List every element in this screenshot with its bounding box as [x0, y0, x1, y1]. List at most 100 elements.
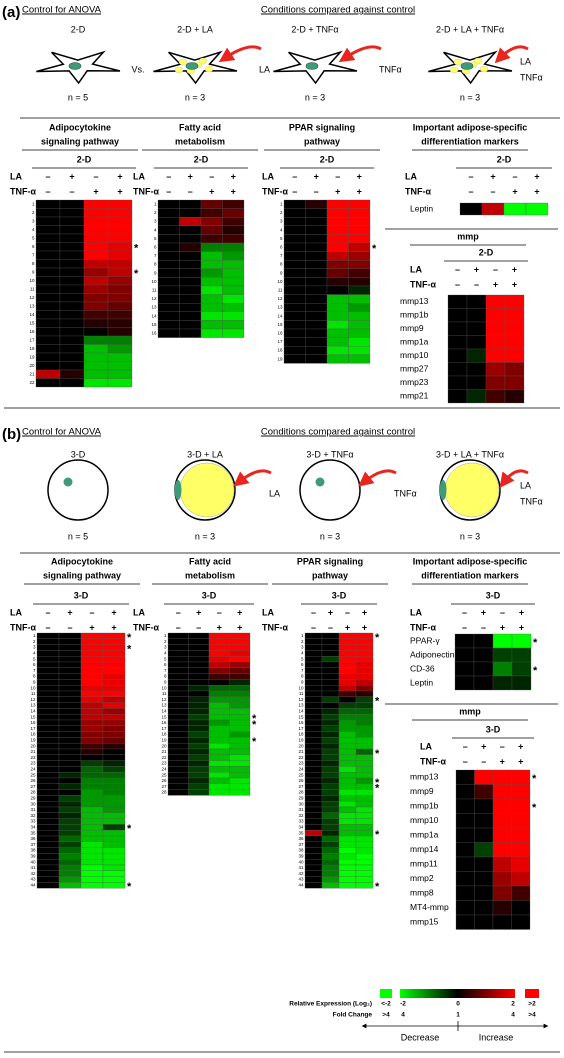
heatmap-cell — [321, 702, 340, 709]
heatmap-cell — [188, 731, 210, 738]
heatmap-cell — [222, 234, 245, 244]
heatmap-cell — [200, 251, 223, 261]
heatmap-cell — [355, 818, 374, 825]
row-name: mmp13 — [410, 772, 439, 782]
heatmap-cell — [102, 876, 126, 883]
heatmap-cell — [179, 199, 202, 209]
heatmap-cell — [222, 320, 245, 330]
heatmap-cell — [80, 760, 104, 767]
heatmap-cell — [348, 354, 371, 364]
row-number: 16 — [30, 720, 36, 725]
heatmap-cell — [511, 769, 531, 785]
significance-star: * — [127, 643, 132, 655]
row-number: 4 — [154, 227, 157, 232]
row-number: 3 — [280, 219, 283, 224]
heatmap-cell — [222, 277, 245, 287]
row-number: 19 — [298, 737, 304, 742]
heatmap-cell — [36, 841, 60, 848]
row-number: 3 — [154, 219, 157, 224]
row-number: 27 — [161, 784, 167, 789]
treatment-arrow — [338, 45, 382, 63]
heatmap-cell — [355, 719, 374, 726]
heatmap-cell — [59, 208, 85, 218]
heatmap-cell — [83, 301, 109, 311]
heatmap-cell — [338, 661, 357, 668]
heatmap-cell — [36, 731, 60, 738]
heatmap-cell — [447, 294, 468, 309]
heatmap-cell — [102, 638, 126, 645]
row-number: 10 — [298, 685, 304, 690]
heatmap-cell — [348, 242, 371, 252]
heatmap-cell — [348, 328, 371, 338]
row-number: 17 — [161, 726, 167, 731]
heatmap-cell — [80, 864, 104, 871]
heatmap-cell — [474, 769, 494, 785]
heatmap-cell — [167, 661, 189, 668]
heatmap-cell — [504, 389, 525, 404]
heatmap-cell — [355, 731, 374, 738]
la-sign: + — [231, 171, 236, 181]
la-sign: + — [111, 607, 116, 617]
tnf-sign: + — [89, 622, 94, 632]
heatmap-cell — [58, 870, 82, 877]
heatmap-cell — [80, 719, 104, 726]
row-name: mmp13 — [400, 296, 429, 306]
row-number: 26 — [161, 778, 167, 783]
row-number: 7 — [33, 668, 36, 673]
heatmap-cell — [321, 777, 340, 784]
heatmap-cell — [167, 748, 189, 755]
heatmap-cell — [80, 690, 104, 697]
la-sign: – — [217, 607, 222, 617]
heatmap-cell — [167, 719, 189, 726]
row-name: mmp2 — [410, 873, 434, 883]
heatmap-cell — [222, 199, 245, 209]
heatmap-cell — [208, 673, 230, 680]
la-sign: – — [89, 607, 94, 617]
row-number: 5 — [32, 235, 35, 240]
row-number: 29 — [30, 795, 36, 800]
legend-fold-tick: >4 — [528, 1012, 536, 1019]
row-number: 33 — [30, 819, 36, 824]
row-number: 34 — [30, 824, 36, 829]
heatmap-cell — [200, 328, 223, 338]
condition-header: 2-D — [194, 154, 209, 164]
la-sign: + — [474, 264, 479, 274]
heatmap-cell — [229, 696, 251, 703]
la-sign: + — [314, 171, 319, 181]
row-number: 26 — [30, 778, 36, 783]
row-name: mmp21 — [400, 391, 429, 401]
heatmap-cell — [229, 731, 251, 738]
heatmap-cell — [167, 754, 189, 761]
heatmap-cell — [305, 199, 328, 209]
tnf-sign: + — [345, 622, 350, 632]
la-sign: + — [67, 607, 72, 617]
row-name: mmp27 — [400, 364, 429, 374]
heatmap-cell — [229, 766, 251, 773]
row-number: 37 — [30, 842, 36, 847]
lipid-droplet — [174, 66, 184, 74]
heatmap-cell — [59, 352, 85, 362]
heatmap-cell — [157, 260, 180, 269]
heatmap-cell — [338, 731, 357, 738]
heatmap-cell — [35, 199, 61, 209]
heatmap-cell — [59, 267, 85, 277]
heatmap-cell — [102, 632, 126, 639]
row-number: 22 — [298, 755, 304, 760]
heatmap-cell — [83, 327, 109, 337]
row-number: 40 — [298, 859, 304, 864]
la-sign: – — [335, 171, 340, 181]
row-number: 33 — [298, 819, 304, 824]
heatmap-cell — [466, 335, 487, 350]
la-sign: + — [237, 607, 242, 617]
heatmap-cell — [179, 294, 202, 304]
heatmap-cell — [35, 369, 61, 379]
heatmap-cell — [80, 783, 104, 790]
n-label: n = 5 — [68, 531, 88, 541]
row-number: 11 — [31, 691, 36, 696]
row-number: 9 — [32, 269, 35, 274]
row-number: 8 — [32, 261, 35, 266]
treatment-label: LA — [520, 56, 531, 66]
heatmap-cell — [36, 795, 60, 802]
heatmap-cell — [305, 251, 328, 261]
